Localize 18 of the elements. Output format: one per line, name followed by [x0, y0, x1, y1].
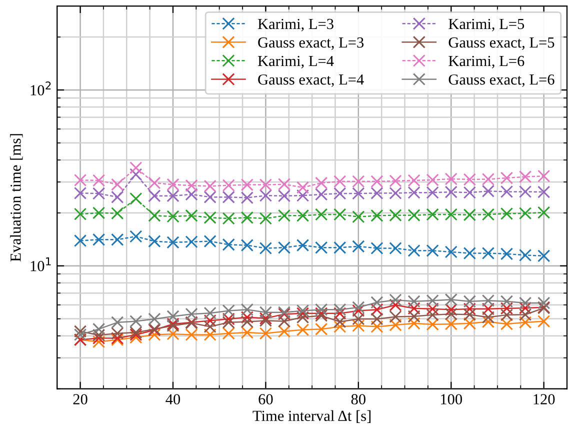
y-tick-label: 10$^{2}$	[30, 81, 51, 96]
y-axis-title: Evaluation time [ms]	[10, 134, 23, 262]
legend-label: Gauss exact, L=5	[448, 37, 554, 50]
x-tick-label: 20	[73, 394, 88, 404]
x-tick-label: 60	[258, 394, 273, 404]
x-tick-label: 100	[441, 394, 462, 404]
legend-label: Karimi, L=3	[258, 18, 334, 32]
legend-label: Karimi, L=5	[448, 18, 524, 32]
legend-label: Gauss exact, L=6	[448, 74, 554, 87]
legend-label: Karimi, L=4	[258, 56, 334, 68]
y-tick-label: 10$^{1}$	[30, 257, 51, 272]
x-tick-label: 80	[351, 394, 366, 404]
x-tick-label: 40	[166, 394, 180, 404]
legend-label: Gauss exact, L=3	[258, 37, 364, 50]
x-axis-title: Time interval Δt [s]	[252, 410, 371, 423]
x-tick-label: 120	[534, 394, 555, 404]
legend-label: Karimi, L=6	[448, 56, 524, 68]
legend-label: Gauss exact, L=4	[258, 74, 364, 87]
